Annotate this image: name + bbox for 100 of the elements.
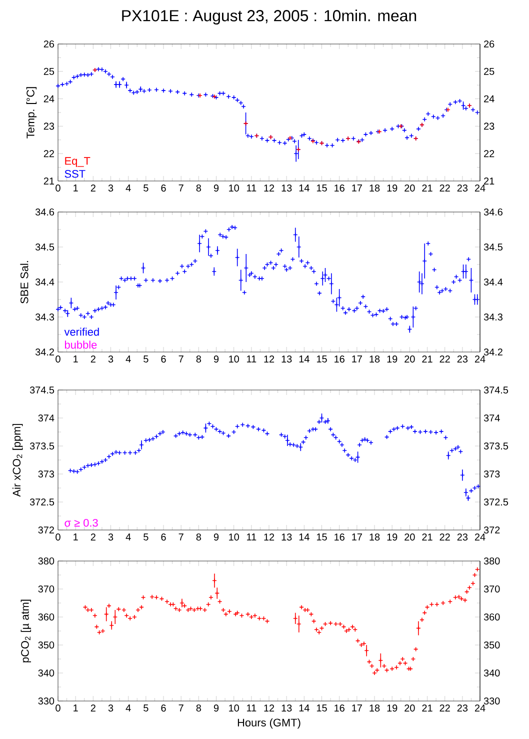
x-tick-label: 2	[90, 704, 96, 712]
x-tick-label: 20	[404, 534, 415, 541]
x-tick-label: 7	[178, 184, 184, 192]
x-tick-label: 8	[196, 184, 202, 192]
x-tick-label: 20	[404, 184, 415, 192]
x-tick-label: 11	[247, 356, 256, 362]
y2-tick-label: 22	[484, 150, 494, 158]
x-tick-label: 1	[74, 704, 78, 712]
x-tick-label: 7	[178, 356, 184, 362]
x-tick-label: 11	[247, 184, 256, 192]
x-tick-label: 19	[387, 704, 398, 712]
x-tick-label: 23	[457, 534, 468, 541]
y-tick-label: 25	[44, 68, 54, 75]
y-tick-label: 34.6	[35, 208, 54, 216]
y-axis-title: SBE Sal.	[20, 261, 28, 304]
x-tick-label: 1	[74, 534, 78, 540]
y-tick-label: 372.5	[30, 498, 54, 506]
x-tick-label: 23	[457, 704, 468, 712]
x-tick-label: 15	[316, 356, 327, 362]
x-tick-label: 20	[404, 356, 415, 363]
x-tick-label: 5	[144, 534, 148, 540]
y-tick-label: 373	[38, 470, 54, 478]
y2-tick-label: 24	[484, 95, 494, 102]
x-tick-label: 19	[387, 534, 398, 541]
x-tick-label: 5	[144, 356, 148, 362]
y-tick-label: 34.4	[35, 278, 54, 286]
x-tick-label: 8	[196, 356, 202, 363]
y2-tick-label: 373.5	[484, 442, 508, 450]
y-tick-label: 26	[44, 40, 54, 48]
x-tick-label: 16	[334, 184, 344, 192]
text: Eq_T	[65, 157, 90, 167]
legend-label: bubble	[64, 340, 97, 349]
x-tick-label: 24	[474, 704, 486, 712]
x-tick-label: 3	[108, 704, 114, 712]
y2-tick-label: 34.3	[484, 313, 502, 321]
y-axis-title: Air xCO$_{2}$ [ppm]	[12, 424, 23, 497]
y2-tick-label: 23	[484, 122, 494, 130]
x-tick-label: 17	[352, 356, 362, 362]
y2-tick-label: 340	[484, 669, 500, 677]
x-tick-label: 10	[229, 704, 239, 712]
y-tick-label: 34.2	[35, 348, 54, 356]
y-tick-label: 360	[38, 613, 54, 621]
x-tick-label: 18	[370, 356, 380, 363]
x-tick-label: 3	[108, 356, 114, 363]
x-tick-label: 2	[90, 534, 96, 540]
y-tick-label: 350	[38, 641, 54, 649]
x-tick-label: 0	[56, 184, 60, 192]
x-tick-label: 23	[457, 356, 468, 363]
x-tick-label: 18	[370, 704, 380, 712]
x-tick-label: 21	[422, 356, 432, 362]
x-tick-label: 4	[126, 184, 131, 192]
x-tick-label: 10	[229, 356, 239, 363]
x-tick-label: 13	[282, 184, 292, 192]
y-tick-label: 22	[44, 150, 54, 158]
x-tick-label: 1	[74, 356, 78, 362]
x-tick-label: 4	[126, 534, 131, 540]
x-tick-label: 24	[474, 534, 486, 540]
x-tick-label: 13	[282, 534, 292, 541]
legend-label: σ ≥ 0.3	[64, 518, 98, 527]
x-tick-label: 22	[440, 534, 450, 540]
x-tick-label: 9	[214, 534, 219, 541]
y2-tick-label: 26	[484, 40, 494, 48]
x-tick-label: 1	[74, 184, 78, 192]
x-tick-label: 17	[352, 704, 362, 712]
x-tick-label: 12	[264, 534, 274, 540]
x-tick-label: 24	[474, 184, 486, 192]
y2-tick-label: 373	[484, 470, 500, 478]
x-tick-label: 21	[422, 704, 432, 712]
x-tick-label: 0	[56, 704, 60, 712]
y2-tick-label: 372.5	[484, 498, 508, 506]
x-tick-label: 9	[214, 356, 219, 363]
x-tick-label: 22	[440, 356, 450, 362]
x-tick-label: 9	[214, 704, 219, 712]
x-tick-label: 6	[161, 534, 166, 541]
x-tick-label: 21	[422, 184, 432, 192]
x-tick-label: 16	[334, 704, 344, 712]
y-tick-label: 34.5	[35, 243, 54, 251]
y2-tick-label: 370	[484, 585, 500, 593]
x-tick-label: 16	[334, 356, 344, 363]
x-tick-label: 9	[214, 184, 219, 192]
x-tick-label: 12	[264, 356, 274, 362]
x-tick-label: 6	[161, 704, 166, 712]
x-tick-label: 20	[404, 704, 415, 712]
y-tick-label: 330	[38, 697, 54, 705]
x-tick-label: 14	[299, 704, 310, 712]
x-tick-label: 17	[352, 184, 362, 192]
x-tick-label: 13	[282, 356, 292, 363]
x-tick-label: 3	[108, 534, 114, 541]
y-tick-label: 374.5	[30, 386, 54, 394]
y-tick-label: 374	[38, 414, 54, 422]
y-axis-title: pCO$_{2}$ [µ atm]	[20, 600, 32, 662]
x-tick-label: 23	[457, 184, 468, 192]
y-tick-label: 340	[38, 669, 54, 677]
x-tick-label: 10	[229, 534, 239, 541]
y2-tick-label: 380	[484, 557, 500, 565]
y-tick-label: 373.5	[30, 442, 54, 450]
x-tick-label: 4	[126, 356, 131, 362]
legend-label: verified	[64, 328, 99, 336]
chart-title: PX101E : August 23, 2005 : 10min. mean	[122, 10, 416, 24]
y2-tick-label: 350	[484, 641, 500, 649]
